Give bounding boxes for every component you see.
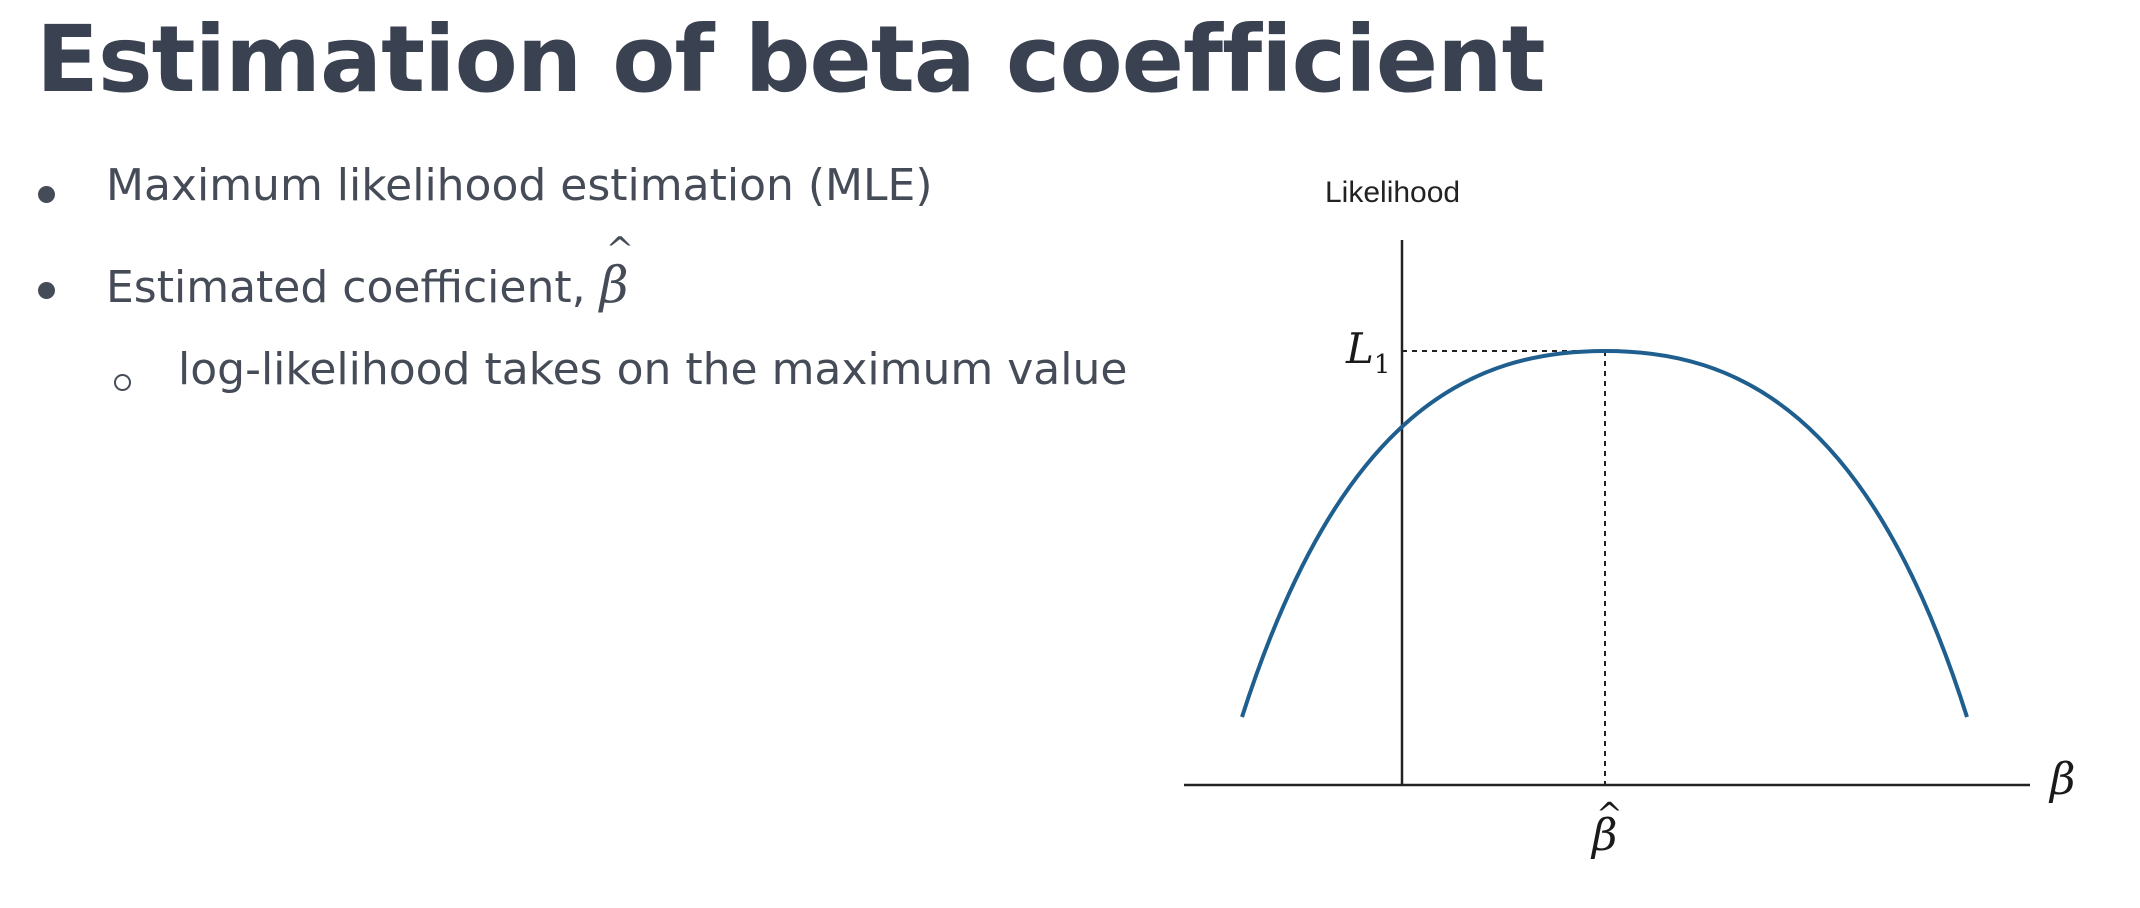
sub-bullet-circle: [114, 374, 131, 391]
bullet-dot: [38, 186, 55, 203]
x-axis-label: β: [2048, 754, 2075, 805]
likelihood-curve: [1240, 348, 1969, 718]
hat-accent: ^: [605, 230, 635, 270]
y-axis-label: Likelihood: [1325, 176, 1460, 209]
likelihood-diagram: Likelihood L1 β β ^: [1184, 176, 2075, 861]
peak-label-letter: L: [1345, 324, 1374, 373]
estimate-label: β: [1590, 810, 1617, 861]
beta-hat-symbol: β ^: [599, 230, 635, 314]
bullet-text: Estimated coefficient, β ^: [106, 230, 635, 314]
beta-symbol: β: [599, 256, 629, 314]
peak-likelihood-label: L1: [1345, 324, 1390, 380]
slide-title: Estimation of beta coefficient: [36, 6, 1546, 113]
bullet-text: Maximum likelihood estimation (MLE): [106, 160, 933, 211]
sub-bullet-text: log-likelihood takes on the maximum valu…: [178, 344, 1128, 395]
bullet-text-label: Estimated coefficient,: [106, 262, 600, 313]
estimate-hat-accent: ^: [1596, 795, 1623, 833]
bullet-dot: [38, 282, 55, 299]
peak-label-subscript: 1: [1374, 350, 1391, 380]
